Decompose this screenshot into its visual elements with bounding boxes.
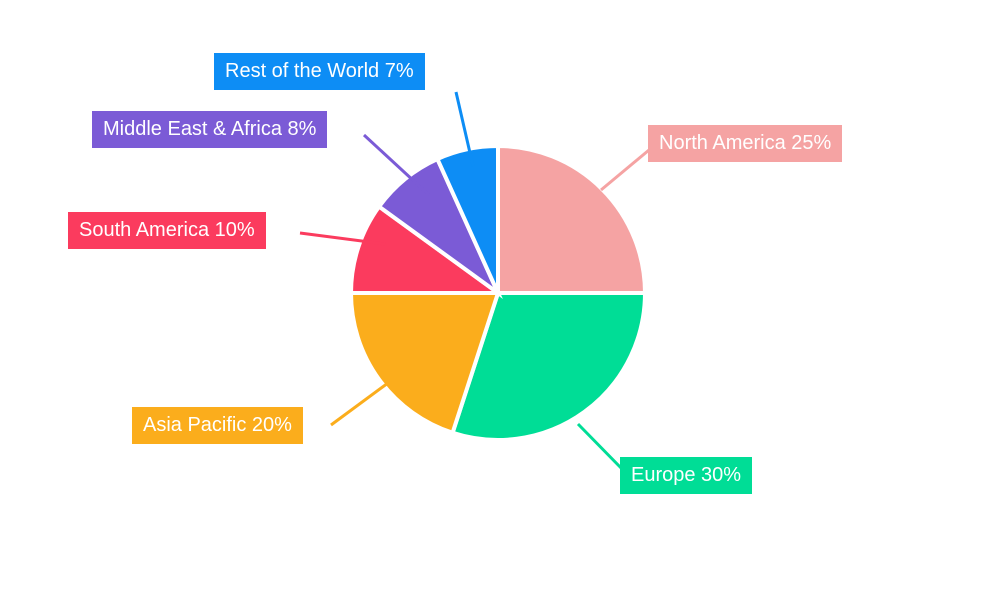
- pie-slice-north-america[interactable]: [496, 143, 648, 295]
- leader-line-middle-east-africa: [362, 133, 431, 197]
- pie-slice-asia-pacific[interactable]: [348, 291, 501, 436]
- leader-line-rest-of-the-world: [454, 91, 475, 167]
- leader-lines: [299, 91, 656, 473]
- callout-label-rest-of-the-world[interactable]: Rest of the World 7%: [214, 53, 425, 90]
- leader-line-europe: [576, 422, 626, 473]
- pie-slice-europe[interactable]: [450, 291, 648, 442]
- callout-label-middle-east-africa[interactable]: Middle East & Africa 8%: [92, 111, 328, 148]
- leader-line-north-america: [600, 143, 656, 192]
- callout-label-north-america[interactable]: North America 25%: [648, 125, 843, 162]
- pie-slice-rest-of-the-world[interactable]: [434, 143, 500, 294]
- pie-slice-south-america[interactable]: [348, 203, 505, 295]
- pie-slices: [348, 143, 648, 442]
- leader-line-south-america: [299, 231, 386, 246]
- callout-label-asia-pacific[interactable]: Asia Pacific 20%: [132, 407, 303, 444]
- callout-label-south-america[interactable]: South America 10%: [68, 212, 266, 249]
- leader-line-asia-pacific: [330, 381, 389, 427]
- callout-label-europe[interactable]: Europe 30%: [620, 457, 753, 494]
